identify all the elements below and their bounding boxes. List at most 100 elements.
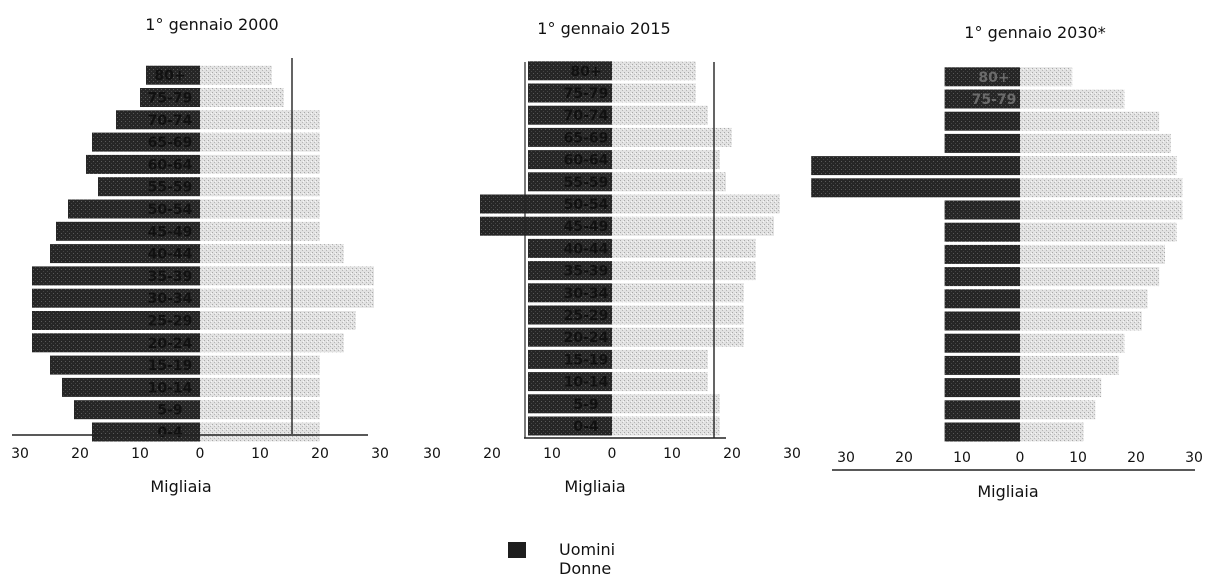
bar-donne: [200, 355, 320, 375]
bar-uomini: [32, 266, 200, 286]
x-tick-label: 30: [423, 446, 441, 462]
age-label: 50-54: [564, 197, 609, 213]
bar-uomini: [944, 422, 1020, 442]
age-label: 35-39: [564, 264, 609, 280]
age-label: 75-79: [148, 91, 193, 107]
bar-donne: [1020, 244, 1165, 264]
bar-donne: [1020, 400, 1096, 420]
bar-uomini: [528, 238, 612, 258]
bar-uomini: [528, 372, 612, 392]
age-label: 60-64: [564, 153, 609, 169]
bar-uomini: [32, 288, 200, 308]
bar-donne: [1020, 156, 1177, 176]
bar-donne: [612, 349, 708, 369]
bar-uomini: [944, 222, 1020, 242]
bar-donne: [612, 105, 708, 125]
age-label: 80+: [978, 70, 1009, 86]
x-tick-label: 20: [1127, 450, 1145, 466]
age-label: 10-14: [564, 375, 609, 391]
bar-uomini: [528, 61, 612, 81]
bar-donne: [612, 61, 696, 81]
x-axis-label: Migliaia: [150, 477, 211, 496]
x-tick-label: 20: [895, 450, 913, 466]
bar-donne: [1020, 422, 1084, 442]
bar-uomini: [528, 105, 612, 125]
bar-uomini: [56, 221, 200, 241]
bar-donne: [1020, 178, 1183, 198]
bar-uomini: [944, 355, 1020, 375]
x-tick-label: 30: [1185, 450, 1203, 466]
age-label: 65-69: [564, 130, 609, 146]
age-label: 10-14: [148, 380, 193, 396]
age-label: 70-74: [564, 108, 609, 124]
bar-uomini: [944, 311, 1020, 331]
bar-uomini: [480, 216, 612, 236]
chart-title: 1° gennaio 2000: [145, 15, 278, 34]
bar-uomini: [32, 311, 200, 330]
bar-uomini: [480, 194, 612, 214]
bar-donne: [612, 127, 732, 147]
bar-uomini: [528, 349, 612, 369]
bar-donne: [612, 83, 696, 103]
bar-uomini: [944, 267, 1020, 287]
bar-uomini: [944, 244, 1020, 264]
age-label: 80+: [154, 68, 185, 84]
bar-uomini: [62, 377, 200, 397]
bar-donne: [1020, 378, 1102, 398]
bar-donne: [1020, 200, 1183, 220]
x-axis-label: Migliaia: [564, 477, 625, 496]
age-label: 25-29: [564, 308, 609, 324]
age-label: 45-49: [148, 224, 193, 240]
age-label: 75-79: [972, 92, 1017, 108]
bar-uomini: [68, 199, 200, 219]
bar-uomini: [528, 283, 612, 303]
bar-donne: [612, 261, 756, 281]
bar-uomini: [74, 400, 200, 420]
age-label: 25-29: [148, 314, 193, 330]
bar-donne: [1020, 267, 1160, 287]
bar-donne: [200, 199, 320, 219]
bar-donne: [200, 311, 356, 330]
x-tick-label: 20: [71, 446, 89, 462]
age-label: 0-4: [157, 425, 183, 441]
age-label: 65-69: [148, 135, 193, 151]
bar-uomini: [944, 289, 1020, 309]
bar-donne: [1020, 133, 1171, 153]
x-tick-label: 20: [483, 446, 501, 462]
bar-donne: [200, 65, 272, 85]
age-label: 50-54: [148, 202, 193, 218]
bar-uomini: [528, 261, 612, 281]
x-tick-label: 10: [131, 446, 149, 462]
bar-uomini: [944, 133, 1020, 153]
bar-uomini: [50, 244, 200, 264]
bar-uomini: [528, 394, 612, 414]
bar-uomini: [92, 422, 200, 442]
age-label: 20-24: [148, 336, 193, 352]
pyramid-1: 1° gennaio 2000 0-4 5-9 10-14 15-19 20-24 25-2…: [11, 15, 389, 496]
bar-donne: [1020, 289, 1148, 309]
x-tick-label: 10: [251, 446, 269, 462]
bar-donne: [612, 172, 726, 192]
age-label: 70-74: [148, 113, 193, 129]
bar-donne: [1020, 111, 1160, 131]
x-tick-label: 10: [1069, 450, 1087, 466]
legend-swatch-uomini: [508, 542, 526, 558]
bar-donne: [612, 327, 744, 347]
bar-uomini: [140, 88, 200, 107]
bar-uomini: [528, 127, 612, 147]
bar-uomini: [944, 200, 1020, 220]
bar-donne: [612, 238, 756, 258]
x-tick-label: 30: [11, 446, 29, 462]
bar-donne: [1020, 355, 1119, 375]
bar-uomini: [811, 178, 1020, 198]
bar-uomini: [86, 154, 200, 174]
bar-donne: [612, 194, 780, 214]
age-label: 5-9: [573, 397, 598, 413]
bar-donne: [200, 422, 320, 442]
bar-uomini: [50, 355, 200, 375]
bar-uomini: [92, 132, 200, 152]
chart-title: 1° gennaio 2015: [537, 19, 670, 38]
bar-donne: [200, 88, 284, 107]
bar-uomini: [32, 333, 200, 353]
